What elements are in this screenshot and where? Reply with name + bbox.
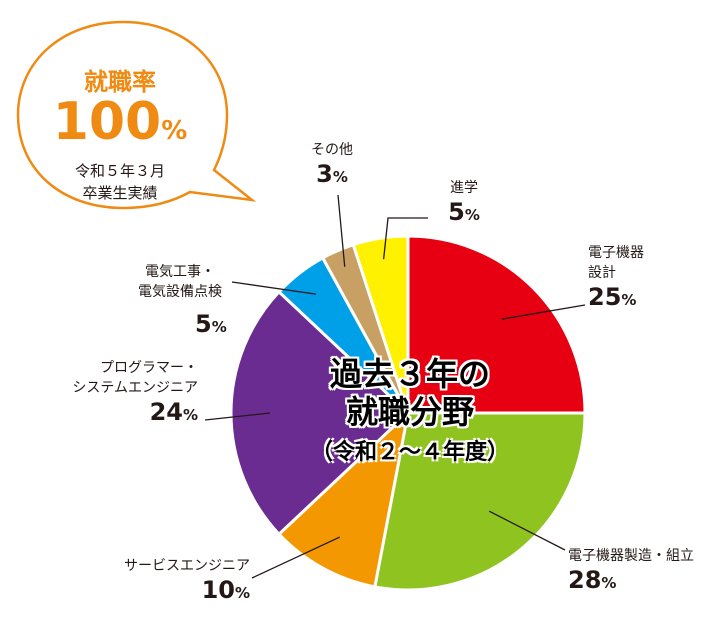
- pie-slice-manufacturing: [373, 411, 587, 592]
- slice-value-programmer-number: 24: [149, 398, 183, 426]
- leader-line-other: [337, 194, 346, 267]
- slice-value-electrical-unit: %: [211, 318, 227, 336]
- employment-rate-unit: %: [161, 116, 188, 146]
- pie-slice-programmer: [229, 289, 411, 537]
- slice-value-service-unit: %: [234, 584, 250, 602]
- slice-value-design: 25%: [588, 283, 644, 314]
- leader-line-manufacturing: [488, 510, 566, 551]
- slice-label-further-study-line1: 進学: [450, 180, 478, 196]
- note-line-2: 卒業生実績: [82, 184, 158, 202]
- slice-value-programmer-unit: %: [182, 406, 198, 424]
- slice-label-other-line1: その他: [311, 142, 353, 158]
- slice-label-design-line2: 設計: [588, 265, 616, 281]
- slice-label-design: 電子機器 設計 25%: [588, 243, 644, 314]
- speech-bubble-outline: [16, 20, 257, 210]
- chart-center-title: 過去３年の 就職分野: [285, 355, 535, 431]
- leader-line-programmer: [204, 412, 271, 421]
- slice-label-service: サービスエンジニア 10%: [90, 556, 250, 607]
- slice-label-programmer-line1: プログラマー・: [100, 360, 198, 376]
- employment-rate-note: 令和５年３月 卒業生実績: [20, 160, 220, 204]
- slice-value-further-study-unit: %: [464, 206, 480, 224]
- leader-line-service: [251, 536, 341, 579]
- slice-label-other: その他 3%: [302, 140, 362, 191]
- slice-label-electrical-line1: 電気工事・: [145, 264, 215, 280]
- slice-value-manufacturing-unit: %: [601, 574, 617, 592]
- slice-value-manufacturing-number: 28: [568, 566, 602, 594]
- slice-value-other-number: 3: [316, 160, 333, 188]
- leader-line-electrical: [231, 281, 316, 295]
- slice-value-manufacturing: 28%: [568, 566, 694, 597]
- slice-label-electrical: 電気工事・ 電気設備点検: [120, 262, 240, 302]
- slice-value-electrical: 5%: [195, 310, 227, 341]
- pie-slice-service: [276, 408, 411, 589]
- slice-label-electrical-line2: 電気設備点検: [138, 284, 222, 300]
- slice-label-programmer: プログラマー・ システムエンジニア 24%: [22, 358, 198, 429]
- chart-center-title-line2: 就職分野: [345, 393, 474, 431]
- slice-label-further-study: 進学 5%: [434, 178, 494, 229]
- slice-label-manufacturing-line1: 電子機器製造・組立: [568, 548, 694, 564]
- leader-line-design: [501, 304, 586, 320]
- slice-value-other-unit: %: [332, 168, 348, 186]
- employment-rate-value: 100%: [20, 93, 220, 160]
- pie-slice-design: [406, 234, 587, 415]
- slice-value-programmer: 24%: [22, 398, 198, 429]
- slice-value-electrical-number: 5: [195, 310, 212, 338]
- note-line-1: 令和５年３月: [74, 162, 165, 180]
- slice-label-design-line1: 電子機器: [588, 245, 644, 261]
- employment-rate-number: 100: [52, 92, 162, 152]
- chart-center-title-line1: 過去３年の: [329, 355, 490, 393]
- slice-value-further-study: 5%: [434, 198, 494, 229]
- chart-center-subtitle: （令和２～４年度）: [310, 440, 509, 465]
- slice-label-service-line1: サービスエンジニア: [124, 558, 250, 574]
- slice-label-manufacturing: 電子機器製造・組立 28%: [568, 546, 694, 597]
- leader-line-further-study: [382, 217, 428, 260]
- slice-value-design-unit: %: [621, 291, 637, 309]
- slice-value-further-study-number: 5: [448, 198, 465, 226]
- slice-value-other: 3%: [302, 160, 362, 191]
- slice-value-service-number: 10: [201, 576, 235, 604]
- slice-value-design-number: 25: [588, 283, 622, 311]
- pie-slice-further-study: [351, 234, 410, 414]
- slice-value-service: 10%: [90, 576, 250, 607]
- slice-label-programmer-line2: システムエンジニア: [72, 380, 198, 396]
- employment-rate-label: 就職率: [84, 68, 156, 96]
